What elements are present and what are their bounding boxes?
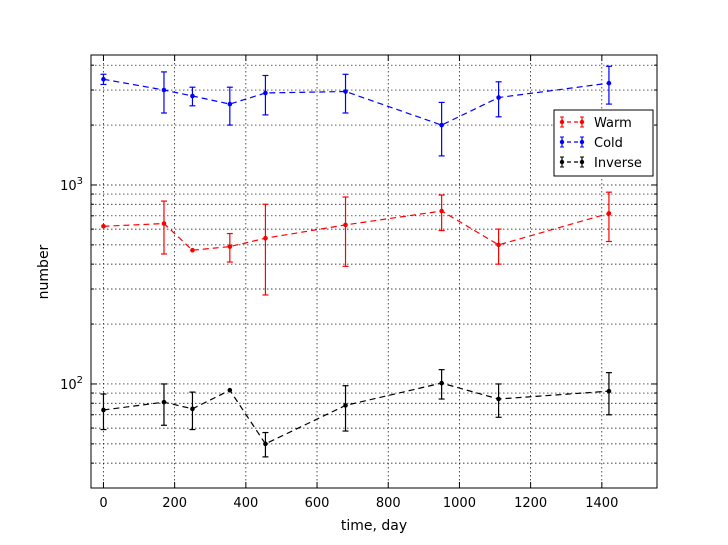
x-tick-label: 800 xyxy=(376,496,401,511)
legend-marker xyxy=(579,159,585,165)
legend-marker xyxy=(559,159,565,165)
x-tick-label: 1000 xyxy=(443,496,476,511)
legend-label: Cold xyxy=(594,136,623,151)
data-point xyxy=(439,208,444,214)
data-point xyxy=(606,388,612,394)
legend-marker xyxy=(579,139,585,145)
legend-marker xyxy=(559,139,565,145)
x-axis: 0 200 400 600 800 1000 1200 1400 xyxy=(99,55,618,511)
data-point xyxy=(161,399,167,405)
legend-marker xyxy=(579,119,585,125)
data-point xyxy=(496,95,501,100)
data-point xyxy=(606,80,612,86)
data-point xyxy=(439,122,444,128)
x-axis-label: time, day xyxy=(341,518,407,534)
x-tick-label: 0 xyxy=(99,496,107,511)
legend-item-warm: Warm xyxy=(559,116,632,131)
y-tick-label: 103 xyxy=(60,176,83,194)
x-tick-label: 600 xyxy=(305,496,330,511)
series-inverse xyxy=(100,369,612,458)
data-point xyxy=(496,242,501,248)
series-line xyxy=(103,78,610,126)
data-point xyxy=(343,222,348,228)
legend-marker xyxy=(559,119,565,125)
legend-item-inverse: Inverse xyxy=(559,156,642,171)
legend-label: Warm xyxy=(594,116,632,131)
x-tick-label: 400 xyxy=(233,496,258,511)
y-axis-label: number xyxy=(36,244,52,299)
data-point xyxy=(161,221,167,226)
legend-label: Inverse xyxy=(594,156,642,171)
legend-item-cold: Cold xyxy=(559,136,623,151)
data-point xyxy=(101,223,106,229)
data-point xyxy=(263,90,268,96)
x-tick-label: 1400 xyxy=(585,496,618,511)
data-point xyxy=(227,101,233,107)
series-group xyxy=(100,65,612,458)
y-axis: 102 103 xyxy=(60,64,657,489)
data-point xyxy=(606,211,612,216)
series-line xyxy=(103,382,609,445)
legend: Warm Cold Inverse xyxy=(553,109,654,177)
x-tick-label: 1200 xyxy=(514,496,547,511)
y-tick-label: 102 xyxy=(60,375,83,393)
data-point xyxy=(161,87,167,93)
series-cold xyxy=(100,65,612,157)
x-tick-label: 200 xyxy=(162,496,187,511)
data-point xyxy=(343,403,348,408)
data-point xyxy=(190,247,195,253)
data-point xyxy=(190,406,195,412)
data-point xyxy=(343,89,348,94)
series-warm xyxy=(101,191,612,296)
data-point xyxy=(227,387,233,393)
data-point xyxy=(190,93,195,99)
plot-frame xyxy=(90,54,658,489)
data-point xyxy=(263,235,268,241)
data-point xyxy=(439,380,444,386)
data-point xyxy=(496,396,501,402)
data-point xyxy=(263,441,268,447)
data-point xyxy=(227,244,233,249)
data-point xyxy=(101,76,106,82)
legend-box xyxy=(553,109,654,177)
data-point xyxy=(101,407,106,413)
